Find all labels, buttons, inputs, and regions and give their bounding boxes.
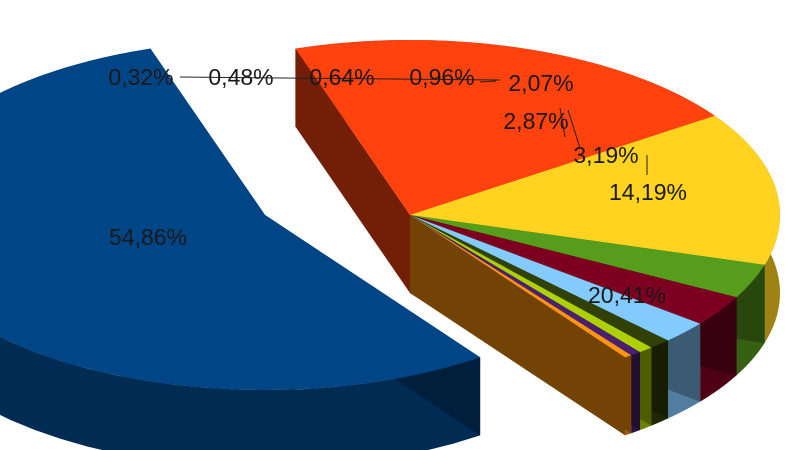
pie-data-label-9: 0,48% <box>208 64 273 90</box>
pie-slice-5 <box>410 215 737 324</box>
pie-slice-6 <box>410 215 701 341</box>
pie-data-label-10: 0,32% <box>108 64 173 90</box>
pie-slice-8 <box>410 215 652 353</box>
pie-data-label-1: 54,86% <box>109 224 187 250</box>
leader-line-small-slices <box>179 76 501 81</box>
pie-slice-7 <box>410 215 668 348</box>
pie-slice-2 <box>295 40 715 216</box>
pie-data-label-5: 2,87% <box>503 108 568 134</box>
leader-line-5 <box>559 107 566 138</box>
pie-data-label-2: 20,41% <box>588 282 666 308</box>
pie-slice-9 <box>410 215 640 356</box>
pie-data-label-8: 0,64% <box>309 64 374 90</box>
pie-slice-1 <box>0 48 481 390</box>
pie-slice-4 <box>410 215 765 298</box>
pie-slice-wall-10-2 <box>410 215 626 436</box>
pie-data-label-3: 14,19% <box>609 179 687 205</box>
pie-slice-wall-2-1 <box>295 48 410 294</box>
leader-line-4 <box>567 109 581 149</box>
pie-slice-10 <box>410 215 632 358</box>
pie-data-label-7: 0,96% <box>409 64 474 90</box>
pie-data-label-6: 2,07% <box>508 70 573 96</box>
pie-slice-3 <box>410 115 781 265</box>
leader-line-6 <box>479 80 497 83</box>
pie-data-label-4: 3,19% <box>573 142 638 168</box>
